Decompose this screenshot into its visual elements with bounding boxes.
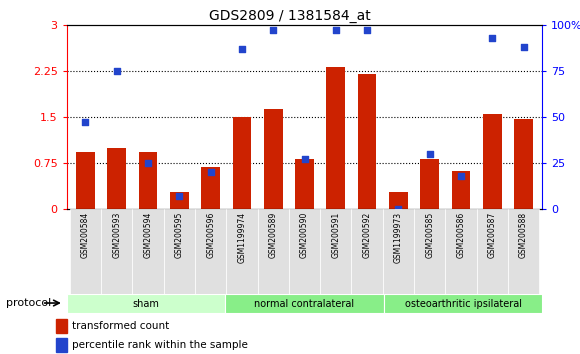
FancyBboxPatch shape [414, 209, 445, 296]
FancyBboxPatch shape [70, 209, 101, 296]
Text: GSM200586: GSM200586 [456, 211, 465, 258]
Point [331, 28, 340, 33]
Point [175, 193, 184, 199]
Text: sham: sham [132, 298, 160, 309]
Bar [358, 74, 376, 209]
Text: GSM200591: GSM200591 [331, 211, 340, 258]
Point [206, 169, 215, 175]
Bar [56, 319, 67, 333]
Bar [56, 338, 67, 352]
Text: GSM200592: GSM200592 [362, 211, 372, 258]
FancyBboxPatch shape [289, 209, 320, 296]
FancyBboxPatch shape [225, 294, 384, 313]
Point [269, 28, 278, 33]
Text: GSM200585: GSM200585 [425, 211, 434, 258]
Point [300, 156, 309, 162]
Text: GSM200588: GSM200588 [519, 211, 528, 258]
Text: percentile rank within the sample: percentile rank within the sample [72, 340, 248, 350]
Bar [483, 114, 502, 209]
Text: GSM200589: GSM200589 [269, 211, 278, 258]
Bar [295, 159, 314, 209]
Text: GSM1199974: GSM1199974 [237, 211, 246, 263]
Point [394, 206, 403, 212]
Text: GDS2809 / 1381584_at: GDS2809 / 1381584_at [209, 9, 371, 23]
FancyBboxPatch shape [226, 209, 258, 296]
Bar [139, 153, 157, 209]
Bar [107, 148, 126, 209]
Point [519, 44, 528, 50]
Bar [452, 171, 470, 209]
Point [362, 28, 372, 33]
Text: GSM200595: GSM200595 [175, 211, 184, 258]
Bar [233, 117, 251, 209]
Bar [201, 167, 220, 209]
Bar [76, 153, 95, 209]
Point [237, 46, 246, 52]
Text: GSM200593: GSM200593 [113, 211, 121, 258]
Text: protocol: protocol [6, 298, 51, 308]
FancyBboxPatch shape [132, 209, 164, 296]
Point [81, 120, 90, 125]
Text: osteoarthritic ipsilateral: osteoarthritic ipsilateral [404, 298, 521, 309]
Text: transformed count: transformed count [72, 321, 169, 331]
Text: GSM200584: GSM200584 [81, 211, 90, 258]
Bar [170, 192, 188, 209]
Text: GSM200590: GSM200590 [300, 211, 309, 258]
FancyBboxPatch shape [258, 209, 289, 296]
Point [488, 35, 497, 40]
FancyBboxPatch shape [195, 209, 226, 296]
Bar [514, 119, 533, 209]
FancyBboxPatch shape [164, 209, 195, 296]
Bar [389, 192, 408, 209]
Bar [420, 159, 439, 209]
Bar [327, 67, 345, 209]
Text: GSM200587: GSM200587 [488, 211, 496, 258]
Point [425, 151, 434, 156]
FancyBboxPatch shape [383, 209, 414, 296]
Point [456, 173, 466, 178]
FancyBboxPatch shape [320, 209, 351, 296]
Text: normal contralateral: normal contralateral [255, 298, 354, 309]
Point [112, 68, 121, 74]
FancyBboxPatch shape [445, 209, 477, 296]
FancyBboxPatch shape [384, 294, 542, 313]
Text: GSM200594: GSM200594 [144, 211, 153, 258]
Text: GSM200596: GSM200596 [206, 211, 215, 258]
Point [143, 160, 153, 166]
FancyBboxPatch shape [351, 209, 383, 296]
FancyBboxPatch shape [508, 209, 539, 296]
Bar [264, 109, 282, 209]
FancyBboxPatch shape [67, 294, 225, 313]
Text: GSM1199973: GSM1199973 [394, 211, 403, 263]
FancyBboxPatch shape [101, 209, 132, 296]
FancyBboxPatch shape [477, 209, 508, 296]
